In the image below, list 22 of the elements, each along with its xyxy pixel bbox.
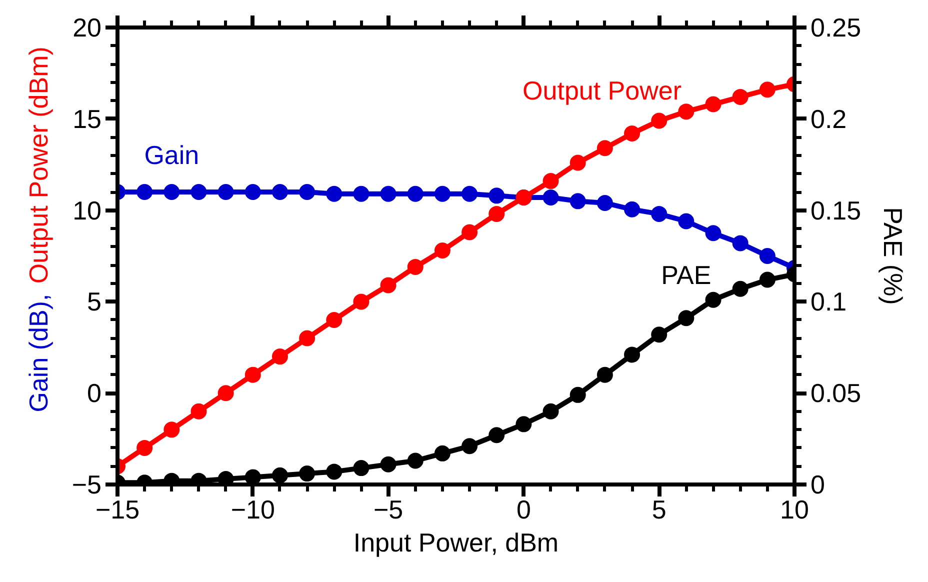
y2-tick-label: 0.2: [810, 104, 847, 134]
x-axis-title: Input Power, dBm: [353, 528, 559, 558]
y2-tick-label: 0.25: [810, 12, 862, 42]
x-tick-label: 10: [780, 494, 809, 524]
y-tick-label: 5: [87, 286, 102, 317]
y2-tick-label: 0: [810, 470, 825, 500]
y-tick-label: 0: [87, 378, 102, 408]
x-tick-label: 5: [652, 494, 666, 524]
x-tick-label: −10: [230, 494, 275, 524]
y-tick-label: 20: [72, 12, 102, 42]
x-tick-label: −5: [373, 494, 404, 524]
y2-tick-label: 0.15: [810, 195, 862, 226]
y-axis-title: Gain (dB), Output Power (dBm): [24, 46, 54, 412]
y2-tick-label: 0.05: [810, 378, 862, 408]
series-label: Gain: [144, 140, 200, 170]
series-label: Output Power: [522, 76, 682, 106]
y2-axis-title: PAE (%): [878, 207, 908, 305]
y-tick-label: 15: [72, 104, 102, 134]
series-label: PAE: [661, 260, 712, 290]
y-tick-label: 10: [72, 195, 102, 226]
y2-tick-label: 0.1: [810, 286, 847, 317]
x-tick-label: 0: [516, 494, 531, 524]
